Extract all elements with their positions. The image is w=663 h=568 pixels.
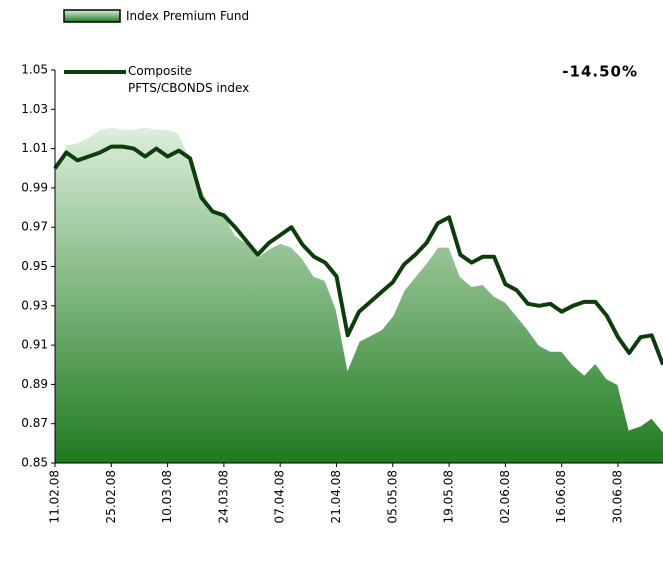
legend-swatch-area [63, 9, 121, 23]
legend-label: Composite PFTS/CBONDS index [128, 64, 250, 95]
x-tick-label: 02.06.08 [498, 470, 512, 523]
annotation: -14.50% [562, 63, 638, 81]
y-tick-label: 0.97 [21, 220, 48, 234]
y-tick-label: 0.85 [21, 456, 48, 470]
y-tick-label: 0.93 [21, 298, 48, 312]
x-tick-label: 25.02.08 [104, 470, 118, 523]
x-tick-label: 10.03.08 [160, 470, 174, 523]
y-tick-label: 0.87 [21, 416, 48, 430]
y-tick-label: 0.89 [21, 377, 48, 391]
x-tick-label: 21.04.08 [329, 470, 343, 523]
x-tick-label: 19.05.08 [442, 470, 456, 523]
x-tick-label: 30.06.08 [610, 470, 624, 523]
line [53, 144, 663, 366]
y-tick-label: 1.05 [21, 63, 48, 77]
y-tick-label: 0.99 [21, 180, 48, 194]
x-tick-label: 11.02.08 [48, 470, 62, 523]
y-tick-label: 1.01 [21, 141, 48, 155]
area [55, 127, 663, 463]
area-outline [54, 126, 663, 433]
legend-label: Index Premium Fund [126, 9, 250, 23]
x-tick-label: 05.05.08 [385, 470, 399, 523]
y-tick-label: 0.91 [21, 338, 48, 352]
x-tick-label: 24.03.08 [216, 470, 230, 523]
x-tick-label: 07.04.08 [273, 470, 287, 523]
y-tick-label: 0.95 [21, 259, 48, 273]
y-tick-label: 1.03 [21, 102, 48, 116]
x-tick-label: 16.06.08 [554, 470, 568, 523]
